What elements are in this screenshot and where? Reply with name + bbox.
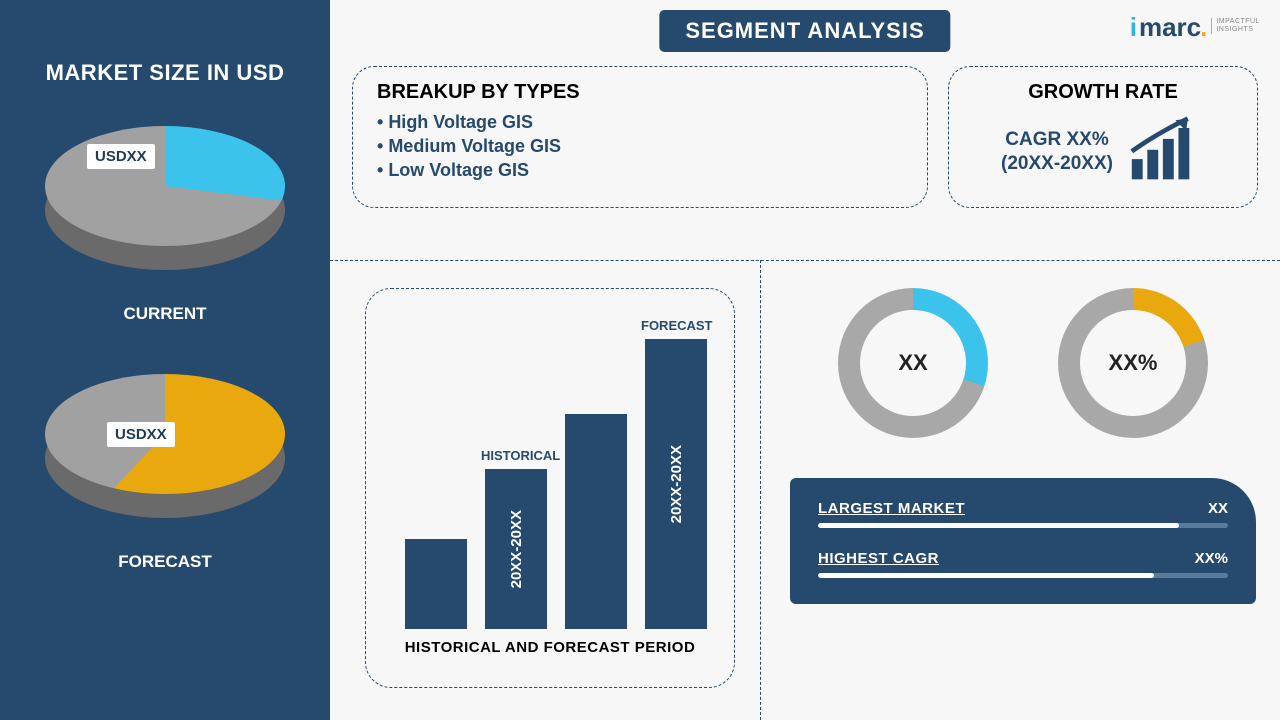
horizontal-divider	[330, 260, 1280, 261]
chart-bar	[405, 539, 467, 629]
growth-chart-icon	[1127, 114, 1205, 189]
growth-heading: GROWTH RATE	[1028, 81, 1178, 104]
donut-chart: XX	[838, 288, 988, 438]
growth-panel: GROWTH RATE CAGR XX% (20XX-20XX)	[948, 66, 1258, 208]
chart-bar: 20XX-20XX	[485, 469, 547, 629]
metric-row: LARGEST MARKET XX	[818, 500, 1228, 528]
metric-row: HIGHEST CAGR XX%	[818, 550, 1228, 578]
donut-center-label: XX%	[1109, 350, 1158, 376]
breakup-item: Medium Voltage GIS	[377, 136, 903, 157]
breakup-heading: BREAKUP BY TYPES	[377, 81, 903, 104]
brand-logo: i marc . IMPACTFUL INSIGHTS	[1130, 12, 1260, 43]
pie-value-label: USDXX	[87, 144, 155, 169]
chart-bar	[565, 414, 627, 629]
metric-value: XX%	[1195, 550, 1228, 567]
metric-bar	[818, 523, 1228, 528]
pie-value-label: USDXX	[107, 422, 175, 447]
historical-forecast-panel: 20XX-20XX HISTORICAL 20XX-20XX FORECAST HIS…	[365, 288, 735, 688]
pie-caption: CURRENT	[45, 304, 285, 324]
sidebar: MARKET SIZE IN USD USDXX CURRENT USDXX F…	[0, 0, 330, 720]
sidebar-title: MARKET SIZE IN USD	[46, 60, 285, 86]
metric-label: LARGEST MARKET	[818, 500, 965, 517]
pie-3d: USDXX	[45, 374, 285, 534]
main-area: SEGMENT ANALYSIS i marc . IMPACTFUL INSI…	[330, 0, 1280, 720]
donut-charts: XX XX%	[790, 288, 1256, 438]
breakup-item: Low Voltage GIS	[377, 160, 903, 181]
hist-caption: HISTORICAL AND FORECAST PERIOD	[405, 639, 696, 656]
donut-center-label: XX	[898, 350, 927, 376]
breakup-panel: BREAKUP BY TYPES High Voltage GIS Medium …	[352, 66, 928, 208]
right-metrics-area: XX XX% LARGEST MARKET XX HIGHEST CAGR XX%	[790, 288, 1256, 604]
metric-bar	[818, 573, 1228, 578]
pie-3d: USDXX	[45, 126, 285, 286]
metric-label: HIGHEST CAGR	[818, 550, 939, 567]
metrics-box: LARGEST MARKET XX HIGHEST CAGR XX%	[790, 478, 1256, 604]
breakup-item: High Voltage GIS	[377, 112, 903, 133]
metric-value: XX	[1208, 500, 1228, 517]
page-title: SEGMENT ANALYSIS	[659, 10, 950, 52]
vertical-divider	[760, 260, 761, 720]
chart-bar: 20XX-20XX	[645, 339, 707, 629]
cagr-text: CAGR XX% (20XX-20XX)	[1001, 128, 1113, 176]
bar-top-label: HISTORICAL	[481, 448, 551, 463]
breakup-list: High Voltage GIS Medium Voltage GIS Low Vo…	[377, 112, 903, 181]
donut-chart: XX%	[1058, 288, 1208, 438]
pie-caption: FORECAST	[45, 552, 285, 572]
bar-chart: 20XX-20XXHISTORICAL20XX-20XXFORECAST	[395, 309, 705, 629]
bar-top-label: FORECAST	[641, 318, 711, 333]
